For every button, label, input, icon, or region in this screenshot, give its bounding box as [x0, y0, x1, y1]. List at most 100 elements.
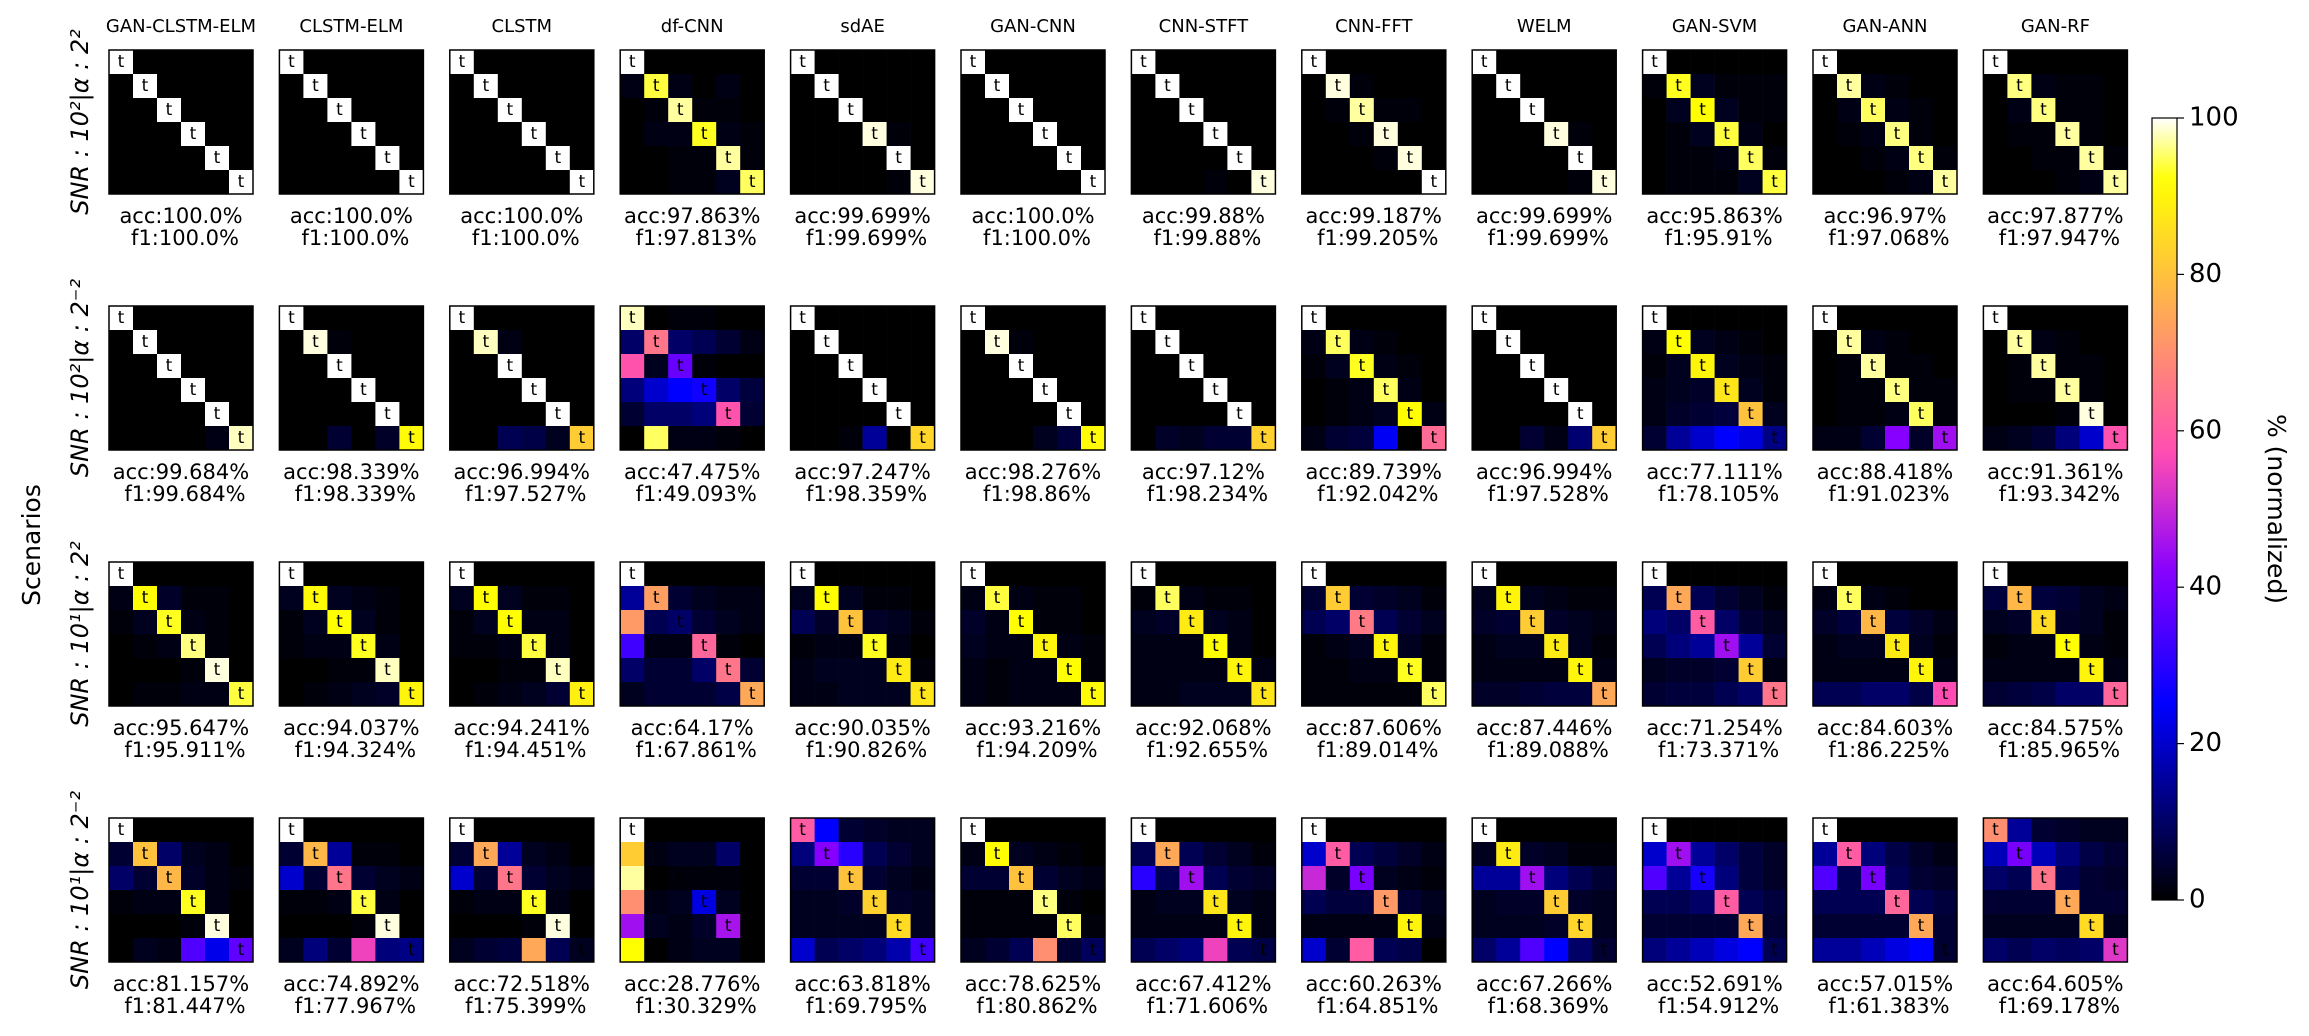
matrix-cell	[1861, 634, 1886, 659]
matrix-cell	[1983, 890, 2008, 915]
matrix-cell	[740, 378, 765, 403]
matrix-cell	[181, 818, 206, 843]
cell-label: t	[1771, 684, 1778, 704]
matrix-cell	[2103, 50, 2128, 75]
matrix-cell	[375, 634, 400, 659]
cell-label: t	[919, 428, 926, 448]
f1-label: f1:98.339%	[295, 482, 416, 506]
matrix-cell	[814, 866, 839, 891]
matrix-cell	[521, 426, 547, 451]
matrix-cell	[1592, 938, 1617, 963]
matrix-cell	[399, 818, 424, 843]
matrix-cell	[716, 562, 741, 587]
matrix-frame	[278, 817, 425, 963]
cell-label: t	[1236, 148, 1243, 168]
matrix-cell	[1762, 610, 1787, 635]
cell-label: t	[653, 844, 660, 864]
matrix-cell	[205, 146, 230, 171]
matrix-cell	[1933, 818, 1958, 843]
matrix-cell	[229, 682, 254, 707]
matrix-cell	[814, 146, 839, 171]
cell-label: t	[360, 636, 367, 656]
matrix-cell	[1301, 866, 1327, 891]
matrix-cell	[814, 818, 839, 843]
matrix-cell	[985, 74, 1010, 99]
matrix-cell	[1909, 354, 1934, 379]
matrix-cell	[449, 610, 475, 635]
matrix-cell	[1520, 330, 1545, 355]
matrix-cell	[2055, 330, 2080, 355]
matrix-cell	[2007, 50, 2032, 75]
matrix-cell	[497, 610, 523, 635]
matrix-cell	[1227, 330, 1252, 355]
matrix-cell	[740, 818, 765, 843]
matrix-cell	[1203, 74, 1228, 99]
matrix-cell	[473, 402, 499, 427]
matrix-cell	[2055, 610, 2080, 635]
matrix-cell	[521, 306, 547, 331]
cell-label: t	[1699, 612, 1706, 632]
matrix-cell	[2031, 306, 2056, 331]
matrix-cell	[2103, 682, 2128, 707]
matrix-cell	[545, 306, 571, 331]
matrix-cell	[375, 170, 400, 195]
f1-label: f1:97.527%	[465, 482, 586, 506]
matrix-cell	[740, 306, 765, 331]
matrix-cell	[1544, 50, 1569, 75]
matrix-cell	[644, 634, 669, 659]
matrix-cell	[109, 610, 134, 635]
matrix-cell	[1251, 914, 1276, 939]
matrix-cell	[351, 98, 376, 123]
accuracy-label: acc:91.361%	[1987, 460, 2123, 484]
cell-label: t	[360, 892, 367, 912]
matrix-cell	[473, 842, 499, 867]
matrix-cell	[1983, 914, 2008, 939]
column-title: GAN-CNN	[990, 16, 1076, 37]
matrix-cell	[814, 634, 839, 659]
matrix-cell	[1203, 914, 1228, 939]
matrix-cell	[910, 330, 935, 355]
matrix-cell	[1301, 658, 1327, 683]
matrix-cell	[1762, 122, 1787, 147]
matrix-cell	[1033, 98, 1058, 123]
matrix-cell	[399, 122, 424, 147]
matrix-cell	[521, 682, 547, 707]
cell-label: t	[142, 588, 149, 608]
matrix-cell	[109, 866, 134, 891]
cell-label: t	[1382, 124, 1389, 144]
matrix-cell	[1813, 74, 1838, 99]
matrix-cell	[790, 354, 815, 379]
matrix-cell	[644, 658, 669, 683]
matrix-cell	[1179, 74, 1204, 99]
matrix-cell	[961, 586, 986, 611]
matrix-cell	[1496, 146, 1521, 171]
matrix-cell	[351, 354, 376, 379]
matrix-cell	[157, 610, 182, 635]
matrix-cell	[279, 890, 304, 915]
matrix-cell	[2079, 586, 2104, 611]
matrix-cell	[181, 74, 206, 99]
matrix-cell	[838, 74, 863, 99]
matrix-cell	[692, 50, 717, 75]
matrix-cell	[1861, 170, 1886, 195]
matrix-cell	[375, 866, 400, 891]
matrix-cell	[1397, 98, 1423, 123]
matrix-cell	[279, 634, 304, 659]
cell-label: t	[408, 428, 415, 448]
matrix-cell	[1885, 74, 1910, 99]
matrix-cell	[716, 306, 741, 331]
matrix-cell	[2031, 354, 2056, 379]
cell-label: t	[166, 356, 173, 376]
matrix-cell	[1227, 890, 1252, 915]
matrix-cell	[1690, 50, 1715, 75]
matrix-cell	[644, 866, 669, 891]
matrix-cell	[790, 682, 815, 707]
matrix-cell	[1057, 938, 1082, 963]
matrix-cell	[1397, 170, 1423, 195]
matrix-cell	[1472, 610, 1497, 635]
matrix-cell	[1397, 74, 1423, 99]
matrix-cell	[1592, 586, 1617, 611]
cell-label: t	[312, 76, 319, 96]
matrix-cell	[1325, 426, 1351, 451]
matrix-cell	[862, 610, 887, 635]
